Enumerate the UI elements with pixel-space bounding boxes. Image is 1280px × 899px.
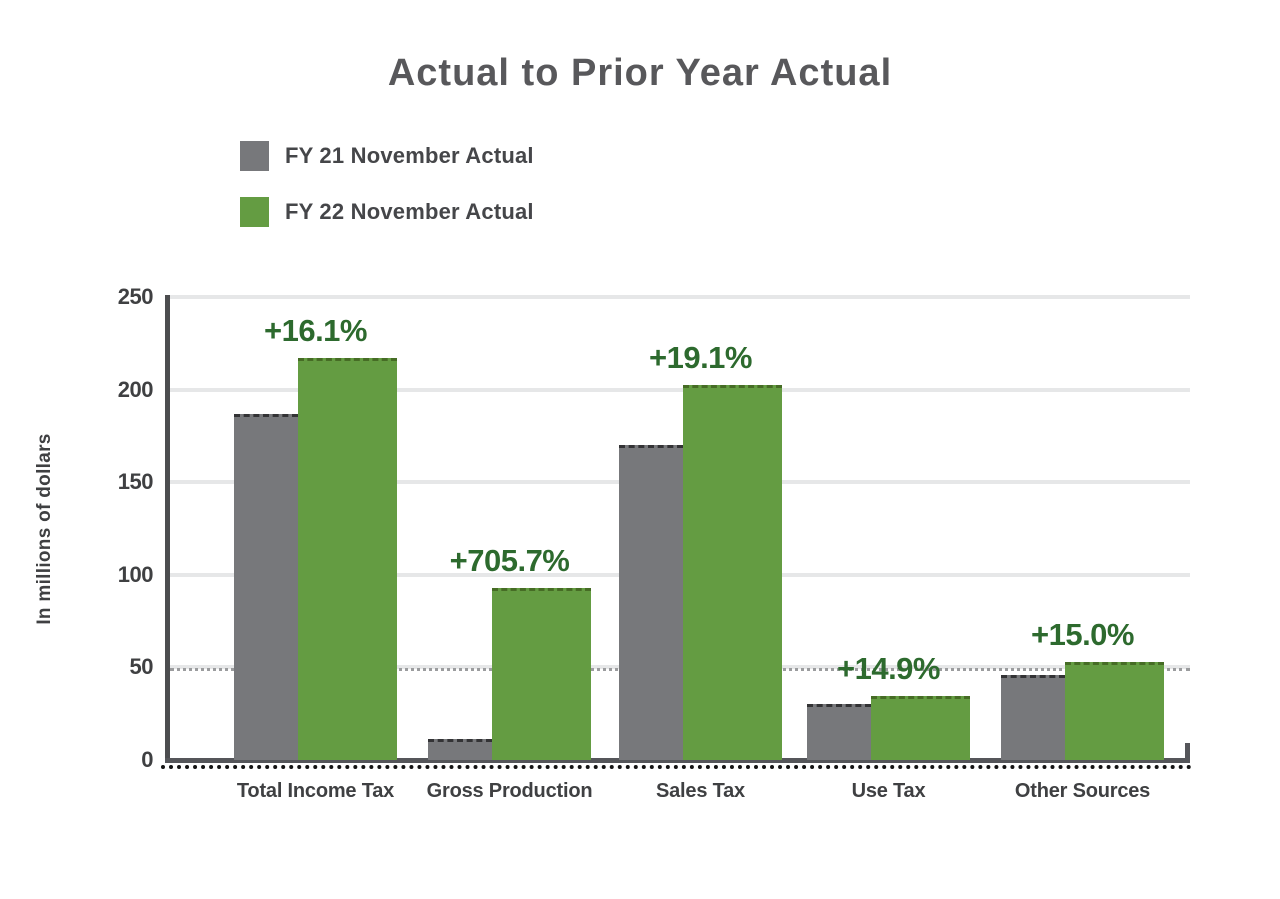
gridline-200 — [170, 387, 1190, 392]
bar-fy22-use-tax — [871, 696, 970, 760]
legend-swatch-fy21 — [240, 141, 269, 171]
x-axis-right-tick — [1185, 743, 1190, 760]
x-axis-label-other-sources: Other Sources — [1014, 780, 1151, 802]
bar-fy21-total-income-tax — [234, 413, 298, 760]
legend-label-fy21: FY 21 November Actual — [285, 143, 534, 168]
x-axis-line — [165, 758, 1190, 763]
annotation-gross-production: +705.7% — [449, 543, 570, 579]
bar-fy22-gross-production — [492, 588, 591, 760]
annotation-other-sources: +15.0% — [1030, 617, 1135, 653]
bar-fy21-other-sources — [1001, 674, 1065, 760]
bar-fy22-other-sources — [1065, 662, 1164, 760]
x-axis-label-use-tax: Use Tax — [851, 780, 926, 802]
bar-fy22-total-income-tax — [298, 357, 397, 760]
bar-fy21-gross-production — [428, 738, 492, 760]
x-axis-label-gross-production: Gross Production — [426, 780, 593, 802]
legend: FY 21 November Actual FY 22 November Act… — [240, 141, 534, 253]
y-tick-label-50: 50 — [129, 654, 154, 680]
x-axis-dotted-line — [161, 765, 1192, 769]
y-axis-title: In millions of dollars — [34, 432, 55, 625]
x-axis-label-total-income-tax: Total Income Tax — [236, 780, 395, 802]
y-tick-label-250: 250 — [117, 284, 154, 309]
chart-title: Actual to Prior Year Actual — [387, 52, 893, 94]
y-tick-label-200: 200 — [117, 376, 154, 402]
legend-item-fy22: FY 22 November Actual — [240, 197, 534, 227]
annotation-sales-tax: +19.1% — [648, 339, 753, 375]
gridline-250 — [170, 295, 1190, 299]
annotation-total-income-tax: +16.1% — [263, 312, 368, 348]
bar-fy21-sales-tax — [619, 445, 683, 760]
legend-label-fy22: FY 22 November Actual — [285, 199, 534, 224]
bar-fy21-use-tax — [807, 704, 871, 760]
legend-swatch-fy22 — [240, 197, 269, 227]
y-axis-line — [165, 295, 170, 762]
x-axis-label-sales-tax: Sales Tax — [655, 780, 745, 802]
bar-fy22-sales-tax — [683, 384, 782, 760]
legend-item-fy21: FY 21 November Actual — [240, 141, 534, 171]
y-tick-label-100: 100 — [117, 561, 154, 587]
y-tick-label-150: 150 — [117, 469, 154, 495]
annotation-use-tax: +14.9% — [836, 651, 941, 687]
y-tick-label-0: 0 — [141, 747, 153, 772]
plot-area: In millions of dollars 0 50 100 150 200 250 +1… — [34, 284, 1192, 802]
